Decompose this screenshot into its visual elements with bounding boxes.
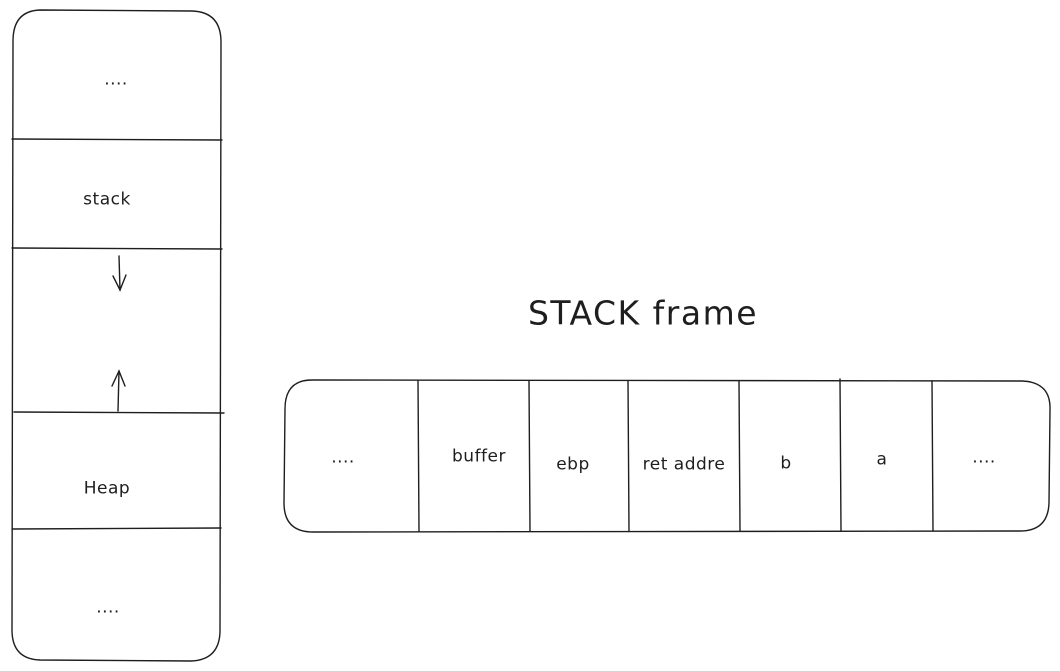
stack-frame-outline — [283, 379, 1051, 533]
stack-frame-divider-3 — [627, 380, 630, 532]
stack-frame-strip — [283, 378, 1051, 533]
stack-frame-divider-1 — [417, 380, 420, 532]
memory-segment-stack-label: stack — [83, 189, 131, 210]
memory-segment-heap-label: Heap — [83, 478, 131, 499]
stack-frame-cell-label: .... — [972, 447, 996, 468]
stack-frame-cell-label: buffer — [452, 446, 506, 467]
stack-frame-cell-label: .... — [331, 447, 355, 468]
arrow-down-icon — [112, 255, 127, 292]
memory-outline — [11, 9, 222, 662]
memory-segment-bottom-label: .... — [96, 597, 120, 618]
memory-divider-4 — [11, 527, 222, 530]
stack-frame-divider-5 — [839, 378, 842, 532]
stack-frame-cell-label: b — [780, 453, 792, 474]
memory-divider-3 — [13, 411, 225, 414]
stack-frame-divider-2 — [528, 380, 531, 532]
stack-frame-cell-label: a — [876, 449, 888, 470]
memory-segment-top-label: .... — [104, 69, 128, 90]
memory-divider-1 — [11, 138, 223, 141]
arrow-up-icon — [111, 369, 126, 412]
stack-frame-divider-4 — [738, 380, 741, 532]
stack-frame-cell-label: ret addre — [642, 454, 726, 475]
memory-divider-2 — [11, 247, 223, 250]
stack-frame-title: STACK frame — [527, 293, 759, 333]
stack-frame-divider-6 — [931, 380, 934, 532]
stack-frame-cell-label: ebp — [556, 454, 590, 475]
memory-layout-column — [11, 9, 225, 662]
